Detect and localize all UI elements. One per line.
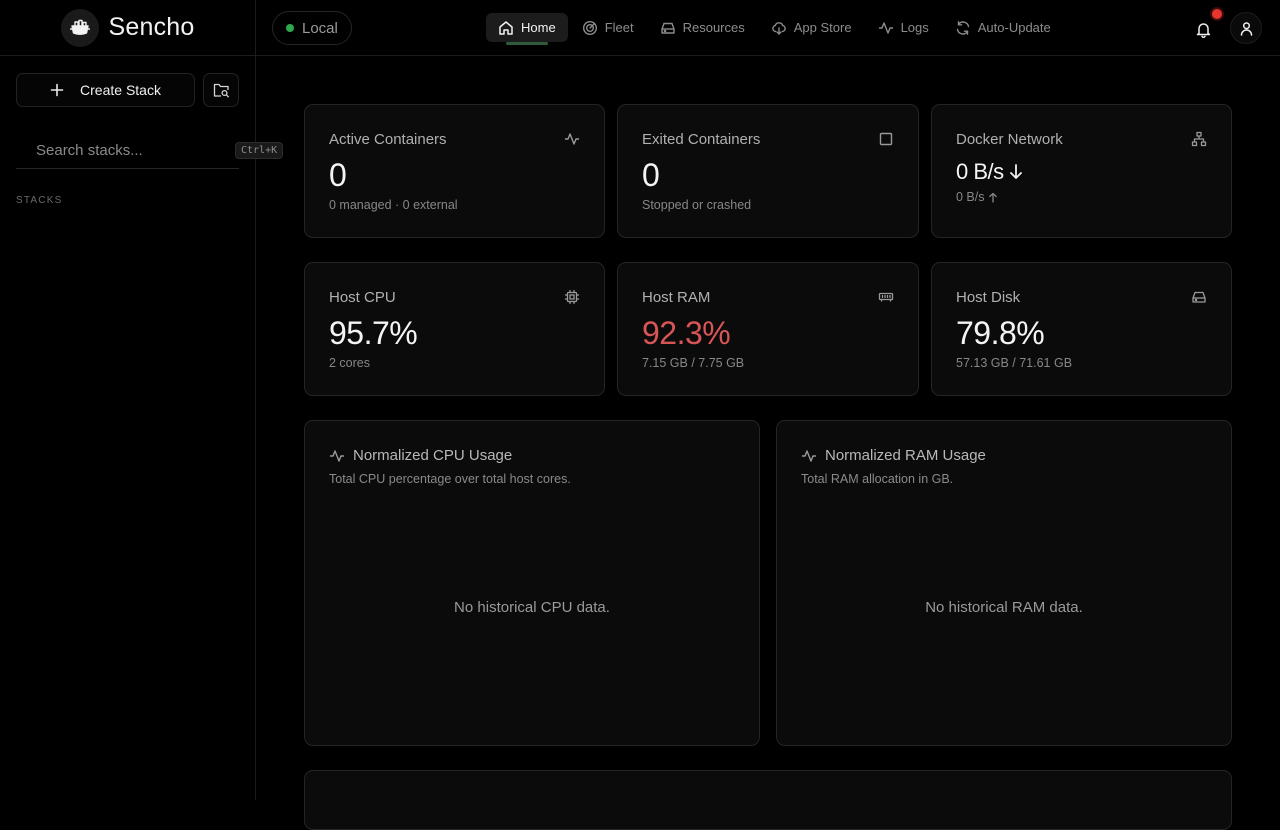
stacks-heading: STACKS xyxy=(16,195,63,206)
nav-auto-update-label: Auto-Update xyxy=(977,20,1051,35)
home-icon xyxy=(499,20,513,35)
user-menu-button[interactable] xyxy=(1230,12,1262,44)
active-containers-sub: 0 managed · 0 external xyxy=(329,198,458,212)
activity-icon xyxy=(329,449,345,462)
topbar: Local Home Fleet Resources App Store Log… xyxy=(256,0,1280,56)
cpu-chart-title: Normalized CPU Usage xyxy=(353,447,513,464)
ram-usage-chart-card: Normalized RAM Usage Total RAM allocatio… xyxy=(776,420,1232,746)
nav-logs[interactable]: Logs xyxy=(866,13,941,42)
hard-drive-icon xyxy=(660,22,675,34)
bottom-panel-card xyxy=(304,770,1232,830)
create-stack-button[interactable]: Create Stack xyxy=(16,73,195,107)
active-containers-card: Active Containers 0 0 managed · 0 extern… xyxy=(304,104,605,238)
square-icon xyxy=(879,132,893,146)
folder-search-icon xyxy=(213,83,229,97)
nav-home[interactable]: Home xyxy=(486,13,568,45)
host-disk-sub: 57.13 GB / 71.61 GB xyxy=(956,356,1073,370)
active-containers-title: Active Containers xyxy=(329,131,447,148)
exited-containers-sub: Stopped or crashed xyxy=(642,198,752,212)
plus-icon xyxy=(50,83,64,97)
stack-search: Ctrl+K xyxy=(16,133,284,169)
docker-network-title: Docker Network xyxy=(956,131,1063,148)
sencho-logo-icon xyxy=(60,8,99,47)
nav-home-label: Home xyxy=(521,20,556,35)
ram-chart-title: Normalized RAM Usage xyxy=(825,447,986,464)
activity-icon xyxy=(801,449,817,462)
host-ram-sub: 7.15 GB / 7.75 GB xyxy=(642,356,745,370)
create-stack-label: Create Stack xyxy=(80,82,161,98)
active-containers-value: 0 xyxy=(329,157,347,193)
brand[interactable]: Sencho xyxy=(0,0,255,56)
ram-chart-description: Total RAM allocation in GB. xyxy=(801,472,954,486)
cpu-chart-description: Total CPU percentage over total host cor… xyxy=(329,472,571,486)
exited-containers-value: 0 xyxy=(642,157,660,193)
exited-containers-title: Exited Containers xyxy=(642,131,761,148)
network-icon xyxy=(1191,131,1207,147)
host-cpu-card: Host CPU 95.7% 2 cores xyxy=(304,262,605,396)
network-down-value: 0 B/s xyxy=(956,159,1004,184)
host-cpu-title: Host CPU xyxy=(329,289,396,306)
nav-logs-label: Logs xyxy=(900,20,929,35)
nav-app-store-label: App Store xyxy=(793,20,852,35)
host-ram-value: 92.3% xyxy=(642,315,731,351)
refresh-icon xyxy=(956,20,969,35)
node-selector[interactable]: Local xyxy=(272,11,352,45)
nav-fleet-label: Fleet xyxy=(604,20,634,35)
notification-badge xyxy=(1210,7,1224,21)
hard-drive-icon xyxy=(1192,291,1206,303)
network-down-rate: 0 B/s xyxy=(956,159,1024,185)
sidebar: Sencho Create Stack Ctrl+K STACKS xyxy=(0,0,284,800)
host-ram-title: Host RAM xyxy=(642,289,711,306)
network-up-rate: 0 B/s xyxy=(956,190,998,204)
scan-folder-button[interactable] xyxy=(203,73,239,107)
node-label: Local xyxy=(302,19,338,37)
host-cpu-sub: 2 cores xyxy=(329,356,370,370)
nav-app-store[interactable]: App Store xyxy=(759,13,864,42)
docker-network-card: Docker Network 0 B/s 0 B/s xyxy=(931,104,1232,238)
nav-resources[interactable]: Resources xyxy=(648,13,757,42)
cloud-download-icon xyxy=(771,21,786,35)
search-shortcut: Ctrl+K xyxy=(235,142,284,159)
cpu-chart-heading: Normalized CPU Usage xyxy=(329,447,512,464)
network-up-value: 0 B/s xyxy=(956,190,985,204)
activity-icon xyxy=(564,133,580,145)
ram-chart-empty-state: No historical RAM data. xyxy=(925,599,1083,616)
main-nav: Home Fleet Resources App Store Logs Auto… xyxy=(486,13,1063,45)
brand-name: Sencho xyxy=(108,13,195,41)
arrow-up-icon xyxy=(988,192,997,203)
cpu-usage-chart-card: Normalized CPU Usage Total CPU percentag… xyxy=(304,420,760,746)
host-disk-title: Host Disk xyxy=(956,289,1021,306)
cpu-chart-empty-state: No historical CPU data. xyxy=(454,599,610,616)
nav-auto-update[interactable]: Auto-Update xyxy=(943,13,1063,42)
host-disk-value: 79.8% xyxy=(956,315,1045,351)
arrow-down-icon xyxy=(1009,164,1022,179)
nav-resources-label: Resources xyxy=(682,20,745,35)
user-icon xyxy=(1240,21,1252,36)
sidebar-actions: Create Stack xyxy=(16,73,239,107)
exited-containers-card: Exited Containers 0 Stopped or crashed xyxy=(617,104,919,238)
search-input[interactable] xyxy=(36,142,235,159)
notifications-button[interactable] xyxy=(1188,14,1218,44)
radar-icon xyxy=(582,20,597,35)
activity-icon xyxy=(878,21,893,34)
cpu-icon xyxy=(564,289,580,305)
ram-chart-heading: Normalized RAM Usage xyxy=(801,447,986,464)
host-ram-card: Host RAM 92.3% 7.15 GB / 7.75 GB xyxy=(617,262,919,396)
host-cpu-value: 95.7% xyxy=(329,315,418,351)
bell-icon xyxy=(1196,22,1210,38)
node-status-dot xyxy=(286,24,294,32)
memory-stick-icon xyxy=(878,292,894,302)
host-disk-card: Host Disk 79.8% 57.13 GB / 71.61 GB xyxy=(931,262,1232,396)
nav-fleet[interactable]: Fleet xyxy=(570,13,646,42)
